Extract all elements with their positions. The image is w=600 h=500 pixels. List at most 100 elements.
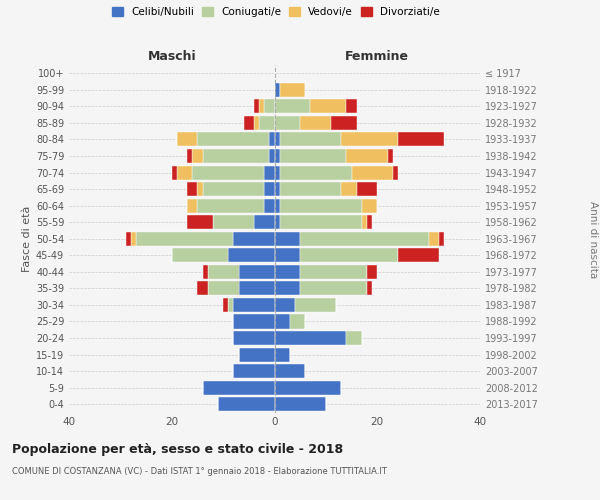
Legend: Celibi/Nubili, Coniugati/e, Vedovi/e, Divorziati/e: Celibi/Nubili, Coniugati/e, Vedovi/e, Di… — [110, 5, 442, 20]
Bar — [275, 364, 305, 378]
Bar — [275, 182, 280, 196]
Bar — [269, 149, 275, 163]
Bar — [208, 282, 239, 296]
Bar — [346, 100, 356, 114]
Bar — [223, 298, 228, 312]
Bar — [352, 166, 392, 179]
Bar — [187, 198, 197, 212]
Bar — [275, 298, 295, 312]
Bar — [428, 232, 439, 246]
Bar — [367, 215, 372, 229]
Bar — [275, 215, 280, 229]
Bar — [275, 100, 310, 114]
Bar — [275, 198, 280, 212]
Bar — [300, 232, 428, 246]
Bar — [310, 100, 346, 114]
Bar — [187, 149, 193, 163]
Bar — [233, 364, 275, 378]
Bar — [208, 265, 239, 279]
Bar — [264, 100, 275, 114]
Bar — [264, 182, 275, 196]
Bar — [280, 198, 362, 212]
Bar — [228, 298, 233, 312]
Bar — [233, 232, 275, 246]
Bar — [203, 149, 269, 163]
Y-axis label: Fasce di età: Fasce di età — [22, 206, 32, 272]
Bar — [388, 149, 392, 163]
Bar — [362, 198, 377, 212]
Bar — [197, 282, 208, 296]
Bar — [346, 331, 362, 345]
Bar — [228, 248, 275, 262]
Bar — [275, 248, 300, 262]
Bar — [331, 116, 356, 130]
Bar — [187, 215, 213, 229]
Bar — [280, 83, 305, 97]
Bar — [275, 314, 290, 328]
Bar — [131, 232, 136, 246]
Bar — [341, 132, 398, 146]
Bar — [172, 166, 177, 179]
Bar — [362, 215, 367, 229]
Bar — [233, 331, 275, 345]
Bar — [275, 397, 326, 411]
Bar — [239, 348, 275, 362]
Bar — [264, 198, 275, 212]
Bar — [275, 116, 300, 130]
Bar — [300, 282, 367, 296]
Bar — [275, 380, 341, 394]
Bar — [177, 132, 197, 146]
Bar — [233, 314, 275, 328]
Bar — [259, 100, 264, 114]
Bar — [187, 182, 197, 196]
Bar — [275, 232, 300, 246]
Bar — [346, 149, 388, 163]
Bar — [290, 314, 305, 328]
Bar — [239, 282, 275, 296]
Bar — [203, 182, 264, 196]
Bar — [275, 265, 300, 279]
Bar — [259, 116, 275, 130]
Bar — [398, 248, 439, 262]
Bar — [213, 215, 254, 229]
Bar — [197, 198, 264, 212]
Bar — [193, 166, 264, 179]
Bar — [300, 248, 398, 262]
Bar — [439, 232, 444, 246]
Bar — [367, 282, 372, 296]
Bar — [254, 100, 259, 114]
Bar — [125, 232, 131, 246]
Bar — [300, 116, 331, 130]
Text: Femmine: Femmine — [345, 50, 409, 62]
Bar — [275, 149, 280, 163]
Bar — [264, 166, 275, 179]
Bar — [280, 132, 341, 146]
Bar — [280, 182, 341, 196]
Bar — [367, 265, 377, 279]
Bar — [275, 331, 346, 345]
Bar — [233, 298, 275, 312]
Bar — [172, 248, 228, 262]
Bar — [218, 397, 275, 411]
Bar — [275, 132, 280, 146]
Bar — [398, 132, 444, 146]
Bar — [275, 348, 290, 362]
Bar — [192, 149, 203, 163]
Bar — [295, 298, 336, 312]
Bar — [136, 232, 233, 246]
Bar — [197, 132, 269, 146]
Bar — [269, 132, 275, 146]
Bar — [254, 215, 275, 229]
Text: Anni di nascita: Anni di nascita — [588, 202, 598, 278]
Text: Popolazione per età, sesso e stato civile - 2018: Popolazione per età, sesso e stato civil… — [12, 442, 343, 456]
Bar — [280, 166, 352, 179]
Text: COMUNE DI COSTANZANA (VC) - Dati ISTAT 1° gennaio 2018 - Elaborazione TUTTITALIA: COMUNE DI COSTANZANA (VC) - Dati ISTAT 1… — [12, 468, 387, 476]
Bar — [275, 83, 280, 97]
Text: Maschi: Maschi — [148, 50, 196, 62]
Bar — [177, 166, 193, 179]
Bar — [239, 265, 275, 279]
Bar — [280, 149, 346, 163]
Bar — [300, 265, 367, 279]
Bar — [244, 116, 254, 130]
Bar — [341, 182, 357, 196]
